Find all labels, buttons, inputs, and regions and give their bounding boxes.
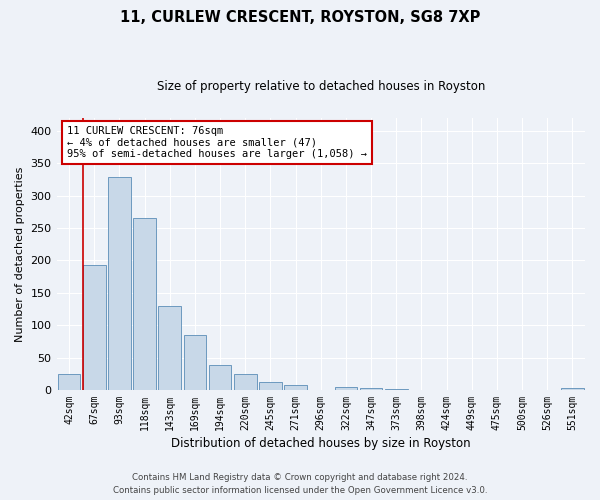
X-axis label: Distribution of detached houses by size in Royston: Distribution of detached houses by size …: [171, 437, 470, 450]
Bar: [284, 386, 307, 390]
Bar: [133, 218, 156, 390]
Bar: [158, 306, 181, 390]
Y-axis label: Number of detached properties: Number of detached properties: [15, 166, 25, 342]
Bar: [209, 366, 232, 390]
Text: 11, CURLEW CRESCENT, ROYSTON, SG8 7XP: 11, CURLEW CRESCENT, ROYSTON, SG8 7XP: [120, 10, 480, 25]
Bar: [108, 178, 131, 390]
Title: Size of property relative to detached houses in Royston: Size of property relative to detached ho…: [157, 80, 485, 93]
Text: Contains HM Land Registry data © Crown copyright and database right 2024.
Contai: Contains HM Land Registry data © Crown c…: [113, 474, 487, 495]
Bar: [561, 388, 584, 390]
Bar: [184, 335, 206, 390]
Bar: [234, 374, 257, 390]
Bar: [385, 388, 407, 390]
Bar: [259, 382, 282, 390]
Bar: [360, 388, 382, 390]
Bar: [83, 265, 106, 390]
Bar: [335, 386, 357, 390]
Text: 11 CURLEW CRESCENT: 76sqm
← 4% of detached houses are smaller (47)
95% of semi-d: 11 CURLEW CRESCENT: 76sqm ← 4% of detach…: [67, 126, 367, 159]
Bar: [58, 374, 80, 390]
